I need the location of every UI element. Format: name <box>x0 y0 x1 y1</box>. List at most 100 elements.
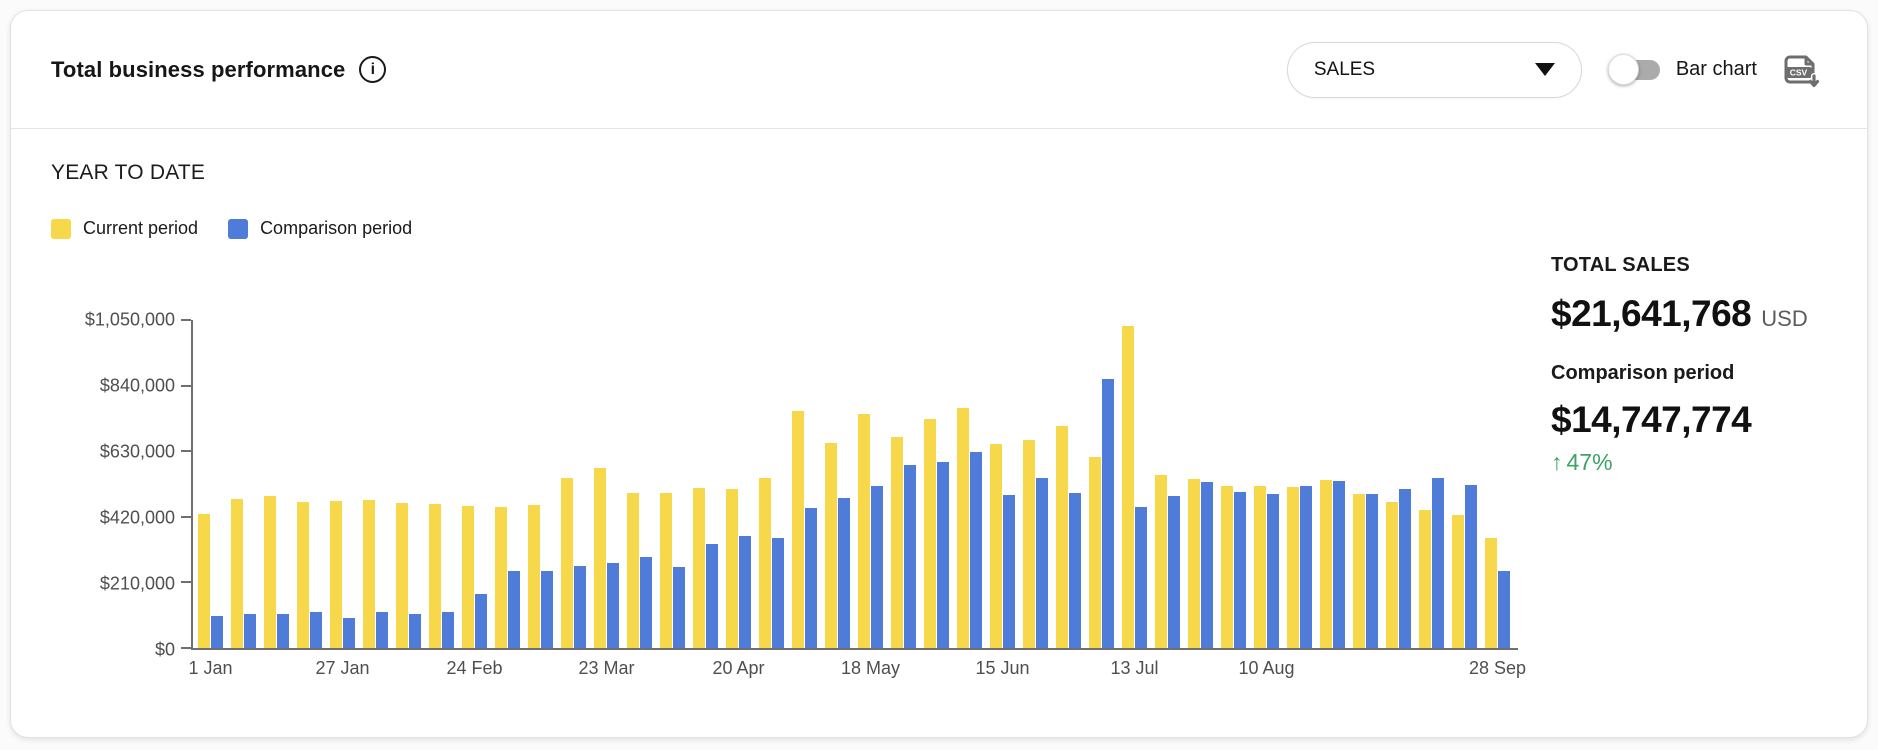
period-subtitle: YEAR TO DATE <box>51 161 206 184</box>
x-axis-label: 24 Feb <box>446 658 503 678</box>
bar-comparison-period[interactable] <box>211 615 223 648</box>
metric-dropdown[interactable]: SALES <box>1286 41 1582 98</box>
bar-comparison-period[interactable] <box>1399 489 1411 648</box>
bar-comparison-period[interactable] <box>1102 379 1114 648</box>
bar-comparison-period[interactable] <box>1036 478 1048 648</box>
comparison-period-label: Comparison period <box>1551 362 1735 384</box>
bar-pair <box>297 320 322 648</box>
bar-current-period[interactable] <box>462 505 474 648</box>
bar-current-period[interactable] <box>990 444 1002 648</box>
bar-current-period[interactable] <box>792 410 804 648</box>
summary-panel: TOTAL SALES $21,641,768 USD Comparison p… <box>1551 254 1871 476</box>
bar-current-period[interactable] <box>726 489 738 648</box>
bar-current-period[interactable] <box>1254 485 1266 648</box>
bar-comparison-period[interactable] <box>772 538 784 648</box>
bar-comparison-period[interactable] <box>904 464 916 648</box>
bar-comparison-period[interactable] <box>541 571 553 648</box>
bar-current-period[interactable] <box>1089 457 1101 648</box>
bar-comparison-period[interactable] <box>1135 506 1147 648</box>
bar-comparison-period[interactable] <box>1465 484 1477 648</box>
bar-comparison-period[interactable] <box>805 507 817 648</box>
bar-comparison-period[interactable] <box>1201 482 1213 648</box>
bar-current-period[interactable] <box>1287 486 1299 648</box>
bar-comparison-period[interactable] <box>310 612 322 648</box>
y-axis-tick <box>181 581 191 584</box>
bar-current-period[interactable] <box>627 493 639 648</box>
bar-comparison-period[interactable] <box>871 485 883 648</box>
page-title: Total business performance <box>51 56 346 82</box>
bar-comparison-period[interactable] <box>244 613 256 648</box>
bar-comparison-period[interactable] <box>1432 478 1444 648</box>
bar-comparison-period[interactable] <box>1069 493 1081 648</box>
bar-current-period[interactable] <box>198 513 210 648</box>
bar-current-period[interactable] <box>528 504 540 648</box>
x-axis-label: 18 May <box>840 658 901 678</box>
bar-comparison-period[interactable] <box>607 563 619 648</box>
bar-current-period[interactable] <box>594 468 606 648</box>
bar-current-period[interactable] <box>330 500 342 648</box>
bar-current-period[interactable] <box>1056 426 1068 648</box>
bar-current-period[interactable] <box>924 419 936 648</box>
bar-current-period[interactable] <box>1155 474 1167 648</box>
bar-comparison-period[interactable] <box>1366 494 1378 648</box>
bar-comparison-period[interactable] <box>706 543 718 648</box>
x-axis-label: 10 Aug <box>1238 658 1295 678</box>
bar-comparison-period[interactable] <box>1234 492 1246 648</box>
bar-current-period[interactable] <box>858 414 870 648</box>
bar-comparison-period[interactable] <box>739 536 751 648</box>
bar-current-period[interactable] <box>693 488 705 648</box>
bar-comparison-period[interactable] <box>475 594 487 648</box>
bar-comparison-period[interactable] <box>640 557 652 648</box>
bar-current-period[interactable] <box>1221 485 1233 648</box>
bar-comparison-period[interactable] <box>838 497 850 648</box>
bar-current-period[interactable] <box>957 408 969 648</box>
bar-comparison-period[interactable] <box>673 567 685 648</box>
bar-current-period[interactable] <box>660 493 672 648</box>
bar-current-period[interactable] <box>1122 326 1134 648</box>
x-axis-label: 1 Jan <box>188 658 233 678</box>
bar-current-period[interactable] <box>1386 501 1398 648</box>
bar-current-period[interactable] <box>561 478 573 648</box>
bar-current-period[interactable] <box>1353 494 1365 648</box>
bar-current-period[interactable] <box>363 500 375 648</box>
bar-comparison-period[interactable] <box>343 617 355 648</box>
bar-current-period[interactable] <box>825 443 837 648</box>
bar-comparison-period[interactable] <box>574 565 586 648</box>
bar-comparison-period[interactable] <box>1498 571 1510 648</box>
legend-swatch-current <box>51 218 71 239</box>
bar-comparison-period[interactable] <box>1168 495 1180 648</box>
bar-comparison-period[interactable] <box>1300 485 1312 648</box>
bar-current-period[interactable] <box>1188 479 1200 648</box>
bar-comparison-period[interactable] <box>1003 495 1015 648</box>
bar-chart-toggle[interactable] <box>1607 53 1660 85</box>
bar-current-period[interactable] <box>396 503 408 648</box>
bar-comparison-period[interactable] <box>376 612 388 648</box>
bar-current-period[interactable] <box>891 437 903 648</box>
bar-comparison-period[interactable] <box>277 614 289 648</box>
bar-current-period[interactable] <box>495 507 507 648</box>
bar-comparison-period[interactable] <box>1333 480 1345 648</box>
legend-item-current-period[interactable]: Current period <box>51 218 198 239</box>
bar-comparison-period[interactable] <box>508 570 520 648</box>
bar-current-period[interactable] <box>759 478 771 648</box>
csv-download-button[interactable]: CSV <box>1781 49 1823 91</box>
bar-comparison-period[interactable] <box>1267 494 1279 648</box>
bar-current-period[interactable] <box>297 501 309 648</box>
bar-current-period[interactable] <box>1452 515 1464 648</box>
plot-area: 1 Jan 27 Jan 24 Feb 23 Mar 20 Apr 18 May 15 Ju… <box>181 319 1526 678</box>
bar-current-period[interactable] <box>1485 538 1497 648</box>
bar-current-period[interactable] <box>264 495 276 648</box>
bar-comparison-period[interactable] <box>409 614 421 648</box>
bar-comparison-period[interactable] <box>442 611 454 648</box>
bar-pair <box>1320 320 1345 648</box>
legend-item-comparison-period[interactable]: Comparison period <box>228 218 412 239</box>
bar-pair <box>957 320 982 648</box>
bar-comparison-period[interactable] <box>970 452 982 648</box>
bar-comparison-period[interactable] <box>937 462 949 648</box>
bar-current-period[interactable] <box>1320 479 1332 648</box>
bar-current-period[interactable] <box>1419 510 1431 648</box>
bar-current-period[interactable] <box>429 504 441 648</box>
info-icon[interactable]: i <box>359 56 387 83</box>
bar-current-period[interactable] <box>231 498 243 648</box>
bar-current-period[interactable] <box>1023 439 1035 648</box>
